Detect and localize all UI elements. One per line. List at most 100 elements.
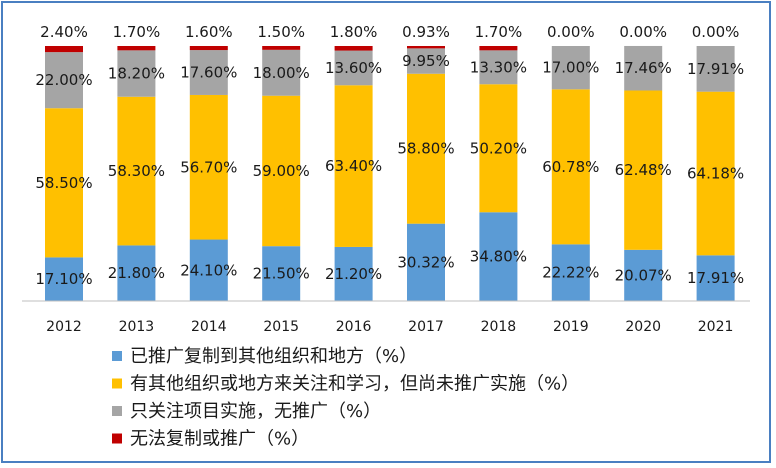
- bar-segment-2012-s4: [45, 46, 83, 53]
- data-label-2018-s3: 13.30%: [470, 58, 527, 76]
- data-label-2015-s2: 59.00%: [253, 162, 310, 180]
- bar-segment-2017-s2: [407, 73, 445, 224]
- x-tick-label-2017: 2017: [408, 319, 444, 335]
- x-tick-label-2018: 2018: [481, 319, 517, 335]
- bar-segment-2012-s2: [45, 108, 83, 258]
- x-tick-label-2019: 2019: [553, 319, 589, 335]
- bar-segment-2014-s3: [189, 50, 228, 95]
- bar-segment-2018-s2: [479, 84, 518, 213]
- bar-segment-2018-s3: [479, 50, 518, 85]
- data-label-2014-s2: 56.70%: [180, 158, 237, 176]
- data-label-2016-s4: 1.80%: [330, 23, 378, 41]
- bar-segment-2021-s2: [696, 91, 735, 256]
- x-tick-label-2012: 2012: [46, 319, 82, 335]
- data-label-2019-s3: 17.00%: [542, 59, 599, 77]
- legend-swatch-s1: [112, 351, 122, 361]
- legend-label-s1: 已推广复制到其他组织和地方（%）: [130, 346, 417, 367]
- bar-segment-2018-s1: [479, 212, 518, 301]
- data-label-2013-s4: 1.70%: [113, 23, 161, 41]
- bar-segment-2015-s4: [262, 46, 301, 50]
- data-label-2014-s1: 24.10%: [180, 261, 237, 279]
- x-tick-label-2013: 2013: [119, 319, 155, 335]
- x-tick-label-2014: 2014: [191, 319, 227, 335]
- legend-swatch-s2: [112, 378, 122, 389]
- legend: 已推广复制到其他组织和地方（%） 有其他组织或地方来关注和学习，但尚未推广实施（%…: [112, 346, 579, 450]
- x-tick-label-2020: 2020: [625, 319, 661, 335]
- data-label-2013-s3: 18.20%: [108, 65, 165, 83]
- bar-segment-2017-s4: [407, 46, 445, 49]
- data-label-2019-s4: 0.00%: [547, 23, 595, 41]
- data-label-2018-s4: 1.70%: [475, 23, 523, 41]
- bar-segment-2021-s1: [696, 255, 735, 301]
- data-label-2012-s2: 58.50%: [35, 174, 92, 192]
- data-label-2015-s3: 18.00%: [253, 64, 310, 82]
- legend-label-s2: 有其他组织或地方来关注和学习，但尚未推广实施（%）: [130, 374, 579, 395]
- data-label-2013-s2: 58.30%: [108, 162, 165, 180]
- data-label-2013-s1: 21.80%: [108, 264, 165, 282]
- data-label-2018-s2: 50.20%: [470, 139, 527, 157]
- data-label-2017-s3: 9.95%: [402, 52, 450, 70]
- bar-segment-2015-s1: [262, 246, 301, 301]
- bar-segment-2013-s2: [117, 96, 156, 246]
- bars-layer: [45, 45, 735, 301]
- bar-segment-2017-s3: [407, 48, 445, 74]
- data-label-2021-s2: 64.18%: [687, 165, 744, 183]
- data-label-2015-s1: 21.50%: [253, 265, 310, 283]
- data-label-2014-s3: 17.60%: [180, 64, 237, 82]
- bar-segment-2016-s4: [334, 46, 373, 51]
- data-label-2018-s1: 34.80%: [470, 248, 527, 266]
- legend-label-s4: 无法复制或推广（%）: [130, 429, 309, 450]
- data-label-2021-s4: 0.00%: [692, 23, 740, 41]
- legend-swatch-s4: [112, 433, 122, 444]
- bar-segment-2016-s3: [334, 50, 373, 86]
- bar-segment-2014-s2: [189, 94, 228, 240]
- bar-segment-2013-s1: [117, 245, 156, 301]
- bar-segment-2021-s3: [696, 46, 735, 92]
- data-label-2021-s3: 17.91%: [687, 60, 744, 78]
- bar-segment-2020-s3: [624, 45, 663, 91]
- data-label-2019-s2: 60.78%: [542, 158, 599, 176]
- bar-segment-2012-s1: [45, 257, 83, 301]
- data-label-2017-s1: 30.32%: [397, 253, 454, 271]
- data-label-2016-s3: 13.60%: [325, 59, 382, 77]
- data-label-2014-s4: 1.60%: [185, 23, 233, 41]
- data-labels-layer: 17.10% 58.50% 22.00% 2.40% 21.80% 58.30% 18.20…: [35, 23, 744, 288]
- legend-swatch-s3: [112, 406, 122, 416]
- data-label-2020-s4: 0.00%: [619, 23, 667, 41]
- data-label-2016-s2: 63.40%: [325, 157, 382, 175]
- legend-label-s3: 只关注项目实施，无推广（%）: [130, 401, 381, 422]
- bar-segment-2014-s4: [189, 46, 228, 51]
- bar-segment-2018-s4: [479, 46, 518, 51]
- data-label-2017-s4: 0.93%: [402, 23, 450, 41]
- bar-segment-2013-s3: [117, 50, 156, 97]
- data-label-2016-s1: 21.20%: [325, 265, 382, 283]
- bar-segment-2019-s3: [551, 46, 590, 90]
- bar-segment-2016-s1: [334, 246, 373, 301]
- bar-segment-2019-s1: [551, 244, 590, 301]
- data-label-2020-s1: 20.07%: [615, 266, 672, 284]
- data-label-2020-s2: 62.48%: [615, 161, 672, 179]
- x-tick-label-2016: 2016: [336, 319, 372, 335]
- data-label-2021-s1: 17.91%: [687, 269, 744, 287]
- bar-segment-2020-s1: [624, 249, 663, 301]
- bar-segment-2014-s1: [189, 239, 228, 301]
- bar-segment-2015-s2: [262, 95, 301, 247]
- data-label-2017-s2: 58.80%: [397, 140, 454, 158]
- x-tick-label-2021: 2021: [698, 319, 734, 335]
- x-tick-labels-layer: 2012 2013 2014 2015 2016 2017 2018 2019 2020 2021: [46, 319, 733, 335]
- bar-segment-2012-s3: [45, 52, 83, 109]
- bar-segment-2015-s3: [262, 49, 301, 96]
- bar-segment-2013-s4: [117, 46, 156, 51]
- data-label-2020-s3: 17.46%: [615, 59, 672, 77]
- x-tick-label-2015: 2015: [263, 319, 299, 335]
- data-label-2012-s4: 2.40%: [40, 23, 88, 41]
- data-label-2012-s3: 22.00%: [35, 71, 92, 89]
- bar-segment-2016-s2: [334, 85, 373, 247]
- data-label-2015-s4: 1.50%: [257, 23, 305, 41]
- bar-segment-2017-s1: [407, 223, 445, 301]
- data-label-2019-s1: 22.22%: [542, 264, 599, 282]
- bar-segment-2020-s2: [624, 90, 663, 250]
- data-label-2012-s1: 17.10%: [35, 270, 92, 288]
- bar-segment-2019-s2: [551, 89, 590, 245]
